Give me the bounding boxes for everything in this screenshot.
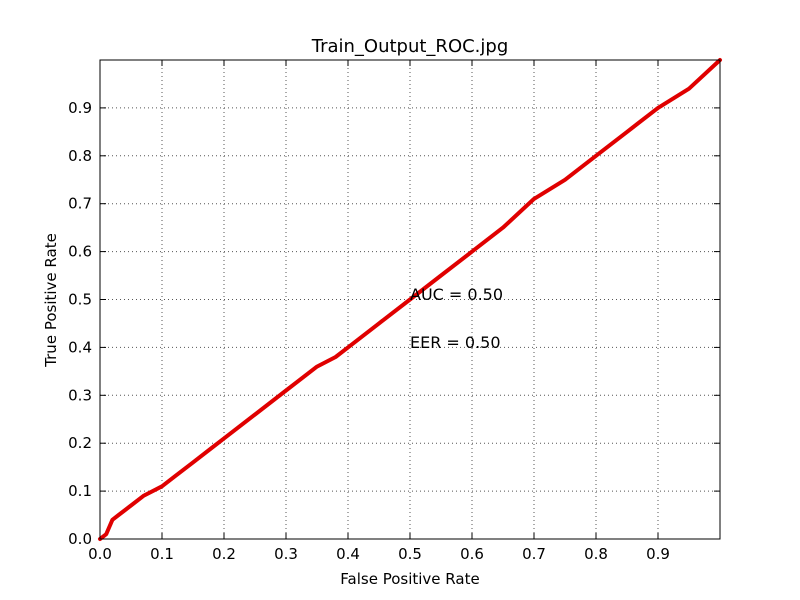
y-tick-label: 0.4 — [68, 338, 92, 356]
x-tick-label: 0.0 — [88, 545, 112, 563]
y-tick-label: 0.6 — [68, 243, 92, 261]
x-tick-label: 0.7 — [522, 545, 546, 563]
x-tick-label: 0.5 — [398, 545, 422, 563]
y-tick-label: 0.0 — [68, 530, 92, 548]
y-tick-label: 0.7 — [68, 195, 92, 213]
y-axis-label: True Positive Rate — [42, 233, 60, 368]
roc-curve-line — [98, 58, 722, 541]
x-tick-label: 0.1 — [150, 545, 174, 563]
chart-title: Train_Output_ROC.jpg — [311, 36, 509, 57]
eer-annotation: EER = 0.50 — [410, 333, 501, 352]
x-tick-label: 0.2 — [212, 545, 236, 563]
y-tick-label: 0.3 — [68, 386, 92, 404]
axis-ticks: 0.0 0.1 0.2 0.3 0.4 0.5 0.6 0.7 0.8 0.9 0.0 0.1 0.2 0… — [68, 60, 720, 563]
roc-curve-layer — [98, 58, 722, 541]
y-tick-label: 0.9 — [68, 99, 92, 117]
y-tick-label: 0.1 — [68, 482, 92, 500]
x-tick-label: 0.4 — [336, 545, 360, 563]
x-tick-label: 0.6 — [460, 545, 484, 563]
x-tick-label: 0.3 — [274, 545, 298, 563]
y-tick-label: 0.2 — [68, 434, 92, 452]
x-axis-label: False Positive Rate — [340, 570, 479, 588]
grid-lines — [100, 60, 720, 539]
x-tick-label: 0.9 — [646, 545, 670, 563]
y-tick-label: 0.5 — [68, 291, 92, 309]
y-tick-label: 0.8 — [68, 147, 92, 165]
auc-annotation: AUC = 0.50 — [410, 285, 503, 304]
x-tick-label: 0.8 — [584, 545, 608, 563]
